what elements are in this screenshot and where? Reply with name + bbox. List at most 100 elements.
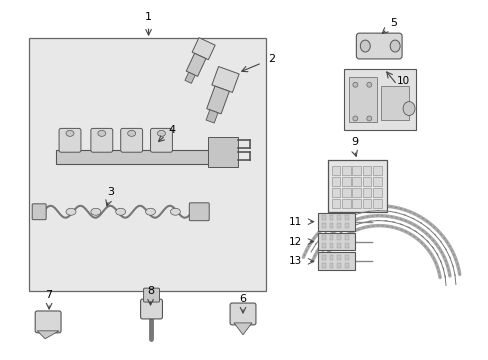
Bar: [381, 86, 408, 121]
Ellipse shape: [170, 208, 180, 215]
Bar: [337, 263, 341, 268]
Ellipse shape: [157, 130, 165, 136]
Bar: [321, 223, 325, 228]
Bar: [351, 177, 360, 186]
Text: 2: 2: [268, 54, 275, 64]
Bar: [337, 223, 341, 228]
Bar: [321, 255, 325, 260]
Bar: [345, 223, 349, 228]
Ellipse shape: [66, 130, 74, 136]
Bar: [317, 252, 355, 270]
Bar: [362, 177, 370, 186]
FancyBboxPatch shape: [143, 288, 159, 302]
Polygon shape: [206, 86, 229, 114]
Bar: [372, 198, 381, 208]
Text: 6: 6: [239, 294, 246, 304]
Text: 12: 12: [288, 237, 302, 247]
Bar: [327, 160, 386, 212]
Bar: [362, 188, 370, 197]
Polygon shape: [211, 67, 239, 93]
Bar: [372, 166, 381, 175]
Polygon shape: [192, 38, 215, 60]
Bar: [317, 213, 355, 231]
Bar: [331, 177, 340, 186]
Bar: [372, 177, 381, 186]
Bar: [341, 188, 350, 197]
Bar: [345, 255, 349, 260]
Bar: [321, 263, 325, 268]
FancyBboxPatch shape: [121, 129, 142, 152]
Bar: [337, 243, 341, 248]
Bar: [329, 255, 333, 260]
Bar: [351, 188, 360, 197]
FancyBboxPatch shape: [189, 203, 209, 221]
Ellipse shape: [91, 208, 101, 215]
Bar: [329, 235, 333, 240]
FancyBboxPatch shape: [150, 129, 172, 152]
Bar: [321, 243, 325, 248]
Ellipse shape: [98, 130, 105, 136]
Bar: [345, 215, 349, 220]
Bar: [349, 77, 376, 122]
Polygon shape: [186, 53, 205, 76]
Polygon shape: [37, 331, 59, 339]
Bar: [329, 263, 333, 268]
FancyBboxPatch shape: [35, 311, 61, 333]
Circle shape: [352, 82, 357, 87]
Ellipse shape: [66, 208, 76, 215]
Bar: [321, 235, 325, 240]
FancyBboxPatch shape: [230, 303, 255, 325]
FancyBboxPatch shape: [91, 129, 113, 152]
Text: 8: 8: [147, 286, 154, 296]
Polygon shape: [205, 110, 218, 123]
Bar: [331, 166, 340, 175]
FancyBboxPatch shape: [141, 299, 162, 319]
Bar: [351, 166, 360, 175]
Ellipse shape: [360, 40, 369, 52]
Ellipse shape: [116, 208, 125, 215]
Bar: [372, 188, 381, 197]
Ellipse shape: [402, 102, 414, 116]
FancyBboxPatch shape: [59, 129, 81, 152]
Bar: [362, 166, 370, 175]
Ellipse shape: [145, 208, 155, 215]
Bar: [329, 243, 333, 248]
FancyBboxPatch shape: [356, 33, 401, 59]
Ellipse shape: [127, 130, 135, 136]
FancyBboxPatch shape: [32, 204, 46, 220]
Bar: [29, 38, 265, 291]
FancyBboxPatch shape: [208, 137, 238, 167]
Circle shape: [352, 116, 357, 121]
Bar: [337, 235, 341, 240]
Bar: [351, 198, 360, 208]
Bar: [56, 150, 215, 164]
Text: 5: 5: [390, 18, 397, 28]
Polygon shape: [184, 72, 195, 84]
FancyBboxPatch shape: [344, 69, 415, 130]
Bar: [345, 235, 349, 240]
Bar: [341, 198, 350, 208]
Bar: [317, 233, 355, 251]
Ellipse shape: [389, 40, 399, 52]
Polygon shape: [234, 323, 251, 335]
Text: 11: 11: [288, 217, 302, 227]
Text: 13: 13: [288, 256, 302, 266]
Text: 9: 9: [350, 137, 357, 147]
Text: 4: 4: [168, 125, 176, 135]
Text: 3: 3: [107, 187, 114, 197]
Bar: [345, 263, 349, 268]
Bar: [321, 215, 325, 220]
Circle shape: [366, 116, 371, 121]
Bar: [329, 215, 333, 220]
Bar: [337, 255, 341, 260]
Bar: [331, 188, 340, 197]
Circle shape: [366, 82, 371, 87]
Bar: [345, 243, 349, 248]
Bar: [341, 177, 350, 186]
Text: 7: 7: [45, 290, 53, 300]
Bar: [362, 198, 370, 208]
Bar: [341, 166, 350, 175]
Bar: [331, 198, 340, 208]
Bar: [329, 223, 333, 228]
Text: 1: 1: [145, 12, 152, 22]
